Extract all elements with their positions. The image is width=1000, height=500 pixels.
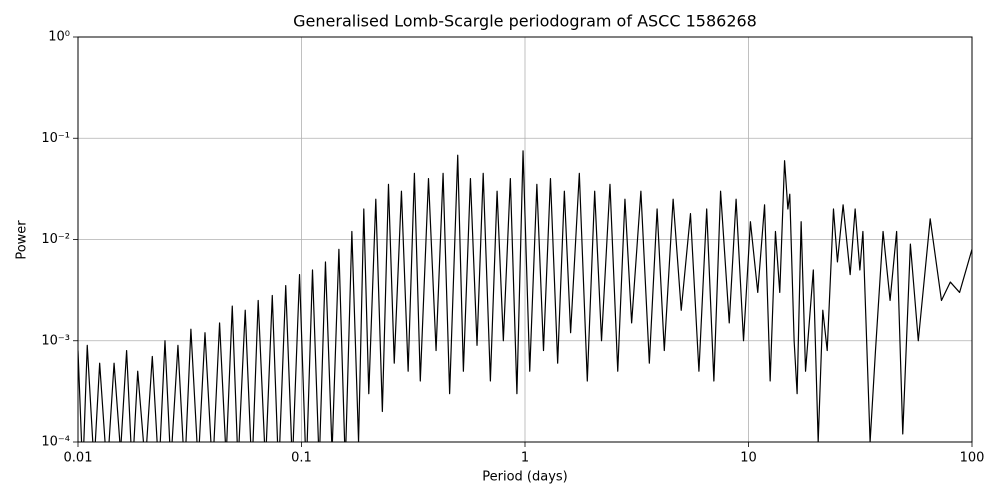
axes-layer: 0.01 0.1 1 10 100 10⁻⁴ 10⁻³ 10⁻² 10⁻¹ 10⁰	[41, 30, 984, 466]
y-tick-label: 10⁻²	[41, 232, 70, 247]
y-tick-label: 10⁰	[48, 30, 70, 45]
x-tick-label: 0.1	[291, 451, 312, 466]
y-tick-label: 10⁻⁴	[41, 435, 70, 450]
plot-layer	[78, 150, 972, 442]
x-tick-label: 0.01	[64, 451, 93, 466]
y-axis-label: Power	[15, 220, 30, 260]
x-tick-label: 10	[740, 451, 757, 466]
x-tick-label: 100	[960, 451, 985, 466]
periodogram-line	[78, 150, 972, 442]
x-tick-label: 1	[521, 451, 529, 466]
y-tick-label: 10⁻³	[41, 333, 70, 348]
y-tick-label: 10⁻¹	[41, 131, 70, 146]
x-axis-label: Period (days)	[482, 470, 568, 485]
chart-title: Generalised Lomb-Scargle periodogram of …	[293, 12, 757, 31]
